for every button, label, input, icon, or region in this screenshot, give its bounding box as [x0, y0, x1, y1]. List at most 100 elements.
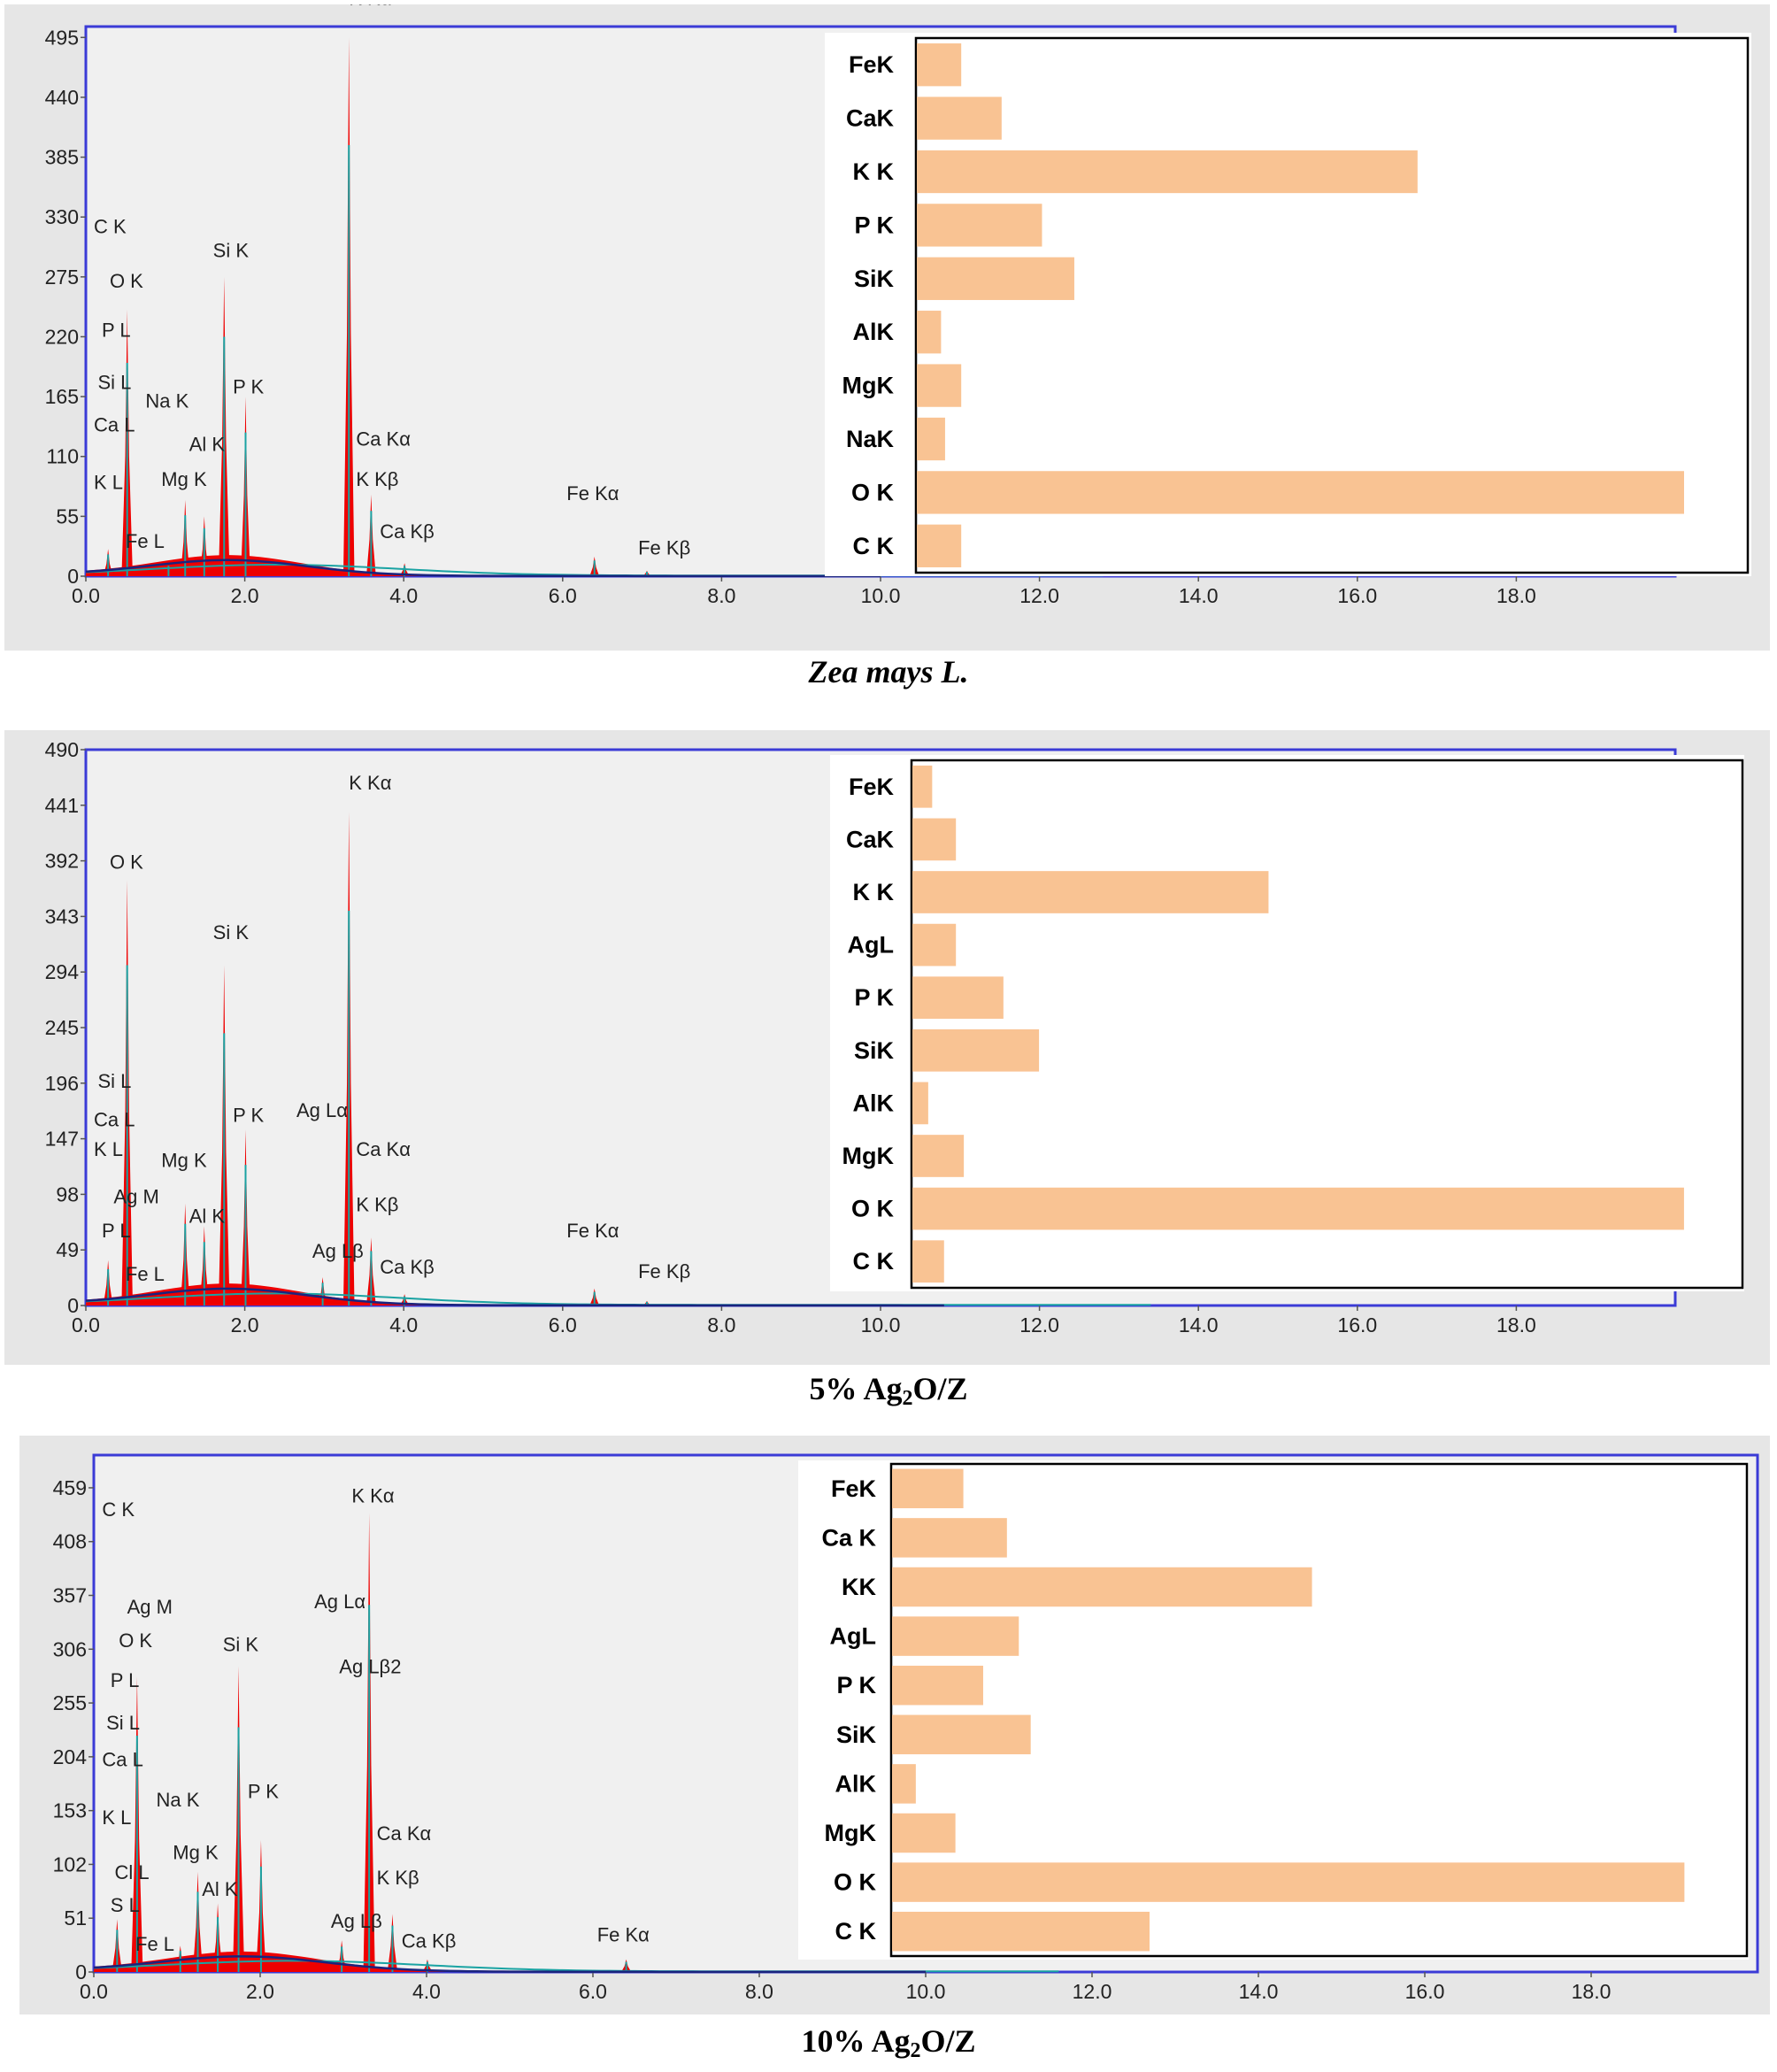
element-label: O K	[851, 1196, 895, 1222]
x-tick-label: 2.0	[231, 584, 259, 607]
y-tick-label: 49	[56, 1238, 79, 1261]
x-tick-label: 10.0	[861, 584, 901, 607]
y-tick-label: 147	[45, 1128, 79, 1151]
y-tick-label: 343	[45, 905, 79, 928]
peak-label: Ca Kβ	[402, 1930, 457, 1953]
y-tick-label: 0	[67, 1294, 79, 1317]
element-label: P K	[854, 984, 894, 1011]
peak-label: Fe Kα	[597, 1923, 650, 1945]
element-label: C K	[835, 1918, 877, 1945]
background-continuum	[86, 555, 881, 576]
spectrum-panel-10pct: 0 51 102 153 204 255 306 357 408 459 0.0 2.0 4.0 6.0 8…	[19, 1436, 1770, 2014]
baseline-navy	[85, 558, 881, 578]
peak-label: Si L	[97, 371, 131, 393]
x-tick-label: 14.0	[1179, 584, 1219, 607]
element-label: MgK	[825, 1820, 877, 1846]
element-bar	[912, 923, 957, 967]
bar-inset-frame	[889, 1462, 1749, 1958]
element-bar	[917, 417, 945, 461]
peak-label: O K	[119, 1629, 152, 1652]
x-tick-label: 8.0	[745, 1980, 773, 2003]
x-tick-label: 4.0	[412, 1980, 441, 2003]
element-bar	[892, 1518, 1007, 1558]
spectrum-panel-5pct: 0 49 98 147 196 245 294 343 392 441 490 0.0 2.0 4.0 6.…	[4, 730, 1770, 1365]
y-tick-label: 306	[53, 1637, 87, 1660]
peak-label: Ca L	[102, 1749, 142, 1771]
element-label: O K	[851, 479, 895, 505]
peak-label: C K	[102, 1498, 135, 1521]
spectrum-panel-zea-mays: 0 55 110 165 220 275 330 385 440 495 0.0 2.0 4.0 6.0 8…	[4, 4, 1770, 651]
element-bar	[917, 524, 962, 567]
y-tick-label: 110	[46, 445, 79, 468]
x-tick-label: 6.0	[549, 1313, 577, 1336]
caption-5pct-suffix: O/Z	[912, 1371, 968, 1406]
peak-label: P K	[233, 1104, 264, 1126]
eds-chart-10pct: 0 51 102 153 204 255 306 357 408 459 0.0 2.0 4.0 6.0 8…	[53, 1453, 1759, 2003]
peak-label: Ag Lβ	[312, 1240, 364, 1262]
peak-label: Si K	[213, 240, 250, 262]
x-tick-label: 14.0	[1179, 1313, 1219, 1336]
x-tick-label: 2.0	[246, 1980, 274, 2003]
bar-inset-frame	[914, 36, 1750, 574]
background-continuum	[86, 1283, 881, 1306]
x-tick-label: 6.0	[579, 1980, 607, 2003]
peak-label: K L	[102, 1806, 131, 1829]
caption-zea-mays: Zea mays L.	[808, 654, 969, 689]
element-bar	[917, 364, 962, 407]
element-label: MgK	[842, 1143, 895, 1169]
element-bar	[892, 1616, 1019, 1656]
peak-label: C K	[94, 216, 127, 238]
element-label: SiK	[836, 1722, 877, 1748]
element-label: K K	[853, 879, 895, 905]
peak-label: Ca Kβ	[380, 520, 435, 543]
peak-label: Fe Kβ	[638, 1260, 690, 1282]
element-label: P K	[854, 212, 894, 238]
peak-label: K Kα	[349, 772, 391, 794]
element-bar	[917, 311, 942, 354]
element-label: FeK	[831, 1475, 877, 1502]
y-tick-label: 245	[45, 1016, 79, 1039]
peak-label: Fe Kα	[566, 482, 619, 505]
caption-10pct-sub: 2	[910, 2039, 921, 2062]
x-tick-label: 4.0	[389, 1313, 418, 1336]
element-bar	[912, 818, 957, 861]
caption-10pct-suffix: O/Z	[920, 2023, 976, 2059]
element-label: MgK	[842, 373, 895, 399]
peak-label: P K	[248, 1780, 279, 1802]
y-tick-label: 204	[53, 1745, 88, 1768]
element-bar	[912, 1135, 965, 1177]
x-tick-label: 12.0	[1073, 1980, 1112, 2003]
peak-label: Ca Kα	[377, 1822, 432, 1845]
element-label: KK	[842, 1574, 876, 1600]
y-tick-label: 490	[45, 738, 79, 761]
caption-10pct: 10% Ag2O/Z	[0, 2022, 1777, 2063]
element-label: FeK	[849, 774, 895, 800]
peak-label: K Kα	[349, 4, 391, 9]
element-bar	[917, 150, 1418, 194]
element-bar	[892, 1764, 916, 1804]
element-label: SiK	[854, 266, 895, 292]
x-tick-label: 4.0	[389, 584, 418, 607]
element-label: FeK	[849, 51, 895, 78]
y-tick-label: 459	[53, 1476, 87, 1499]
element-label: SiK	[854, 1037, 895, 1064]
x-tick-label: 14.0	[1239, 1980, 1279, 2003]
y-tick-label: 0	[67, 565, 79, 588]
peak-label: Na K	[145, 389, 188, 412]
peak-label: Ca Kα	[356, 1138, 411, 1160]
peak-label: K Kα	[351, 1485, 394, 1507]
peak-label: Ag Lα	[314, 1591, 365, 1613]
peak-label: Al K	[189, 434, 226, 456]
element-bar	[912, 976, 1004, 1020]
element-bar	[892, 1714, 1031, 1755]
x-tick-label: 12.0	[1019, 584, 1059, 607]
caption-5pct-prefix: 5% Ag	[809, 1371, 903, 1406]
y-tick-label: 55	[56, 505, 79, 528]
element-bar	[917, 204, 1042, 247]
element-bar	[892, 1468, 964, 1509]
y-tick-label: 385	[45, 146, 79, 169]
element-label: C K	[853, 1248, 895, 1275]
peak-label: O K	[110, 270, 143, 292]
peak-label: Ag M	[113, 1186, 158, 1208]
peak-label: Al K	[189, 1205, 226, 1227]
